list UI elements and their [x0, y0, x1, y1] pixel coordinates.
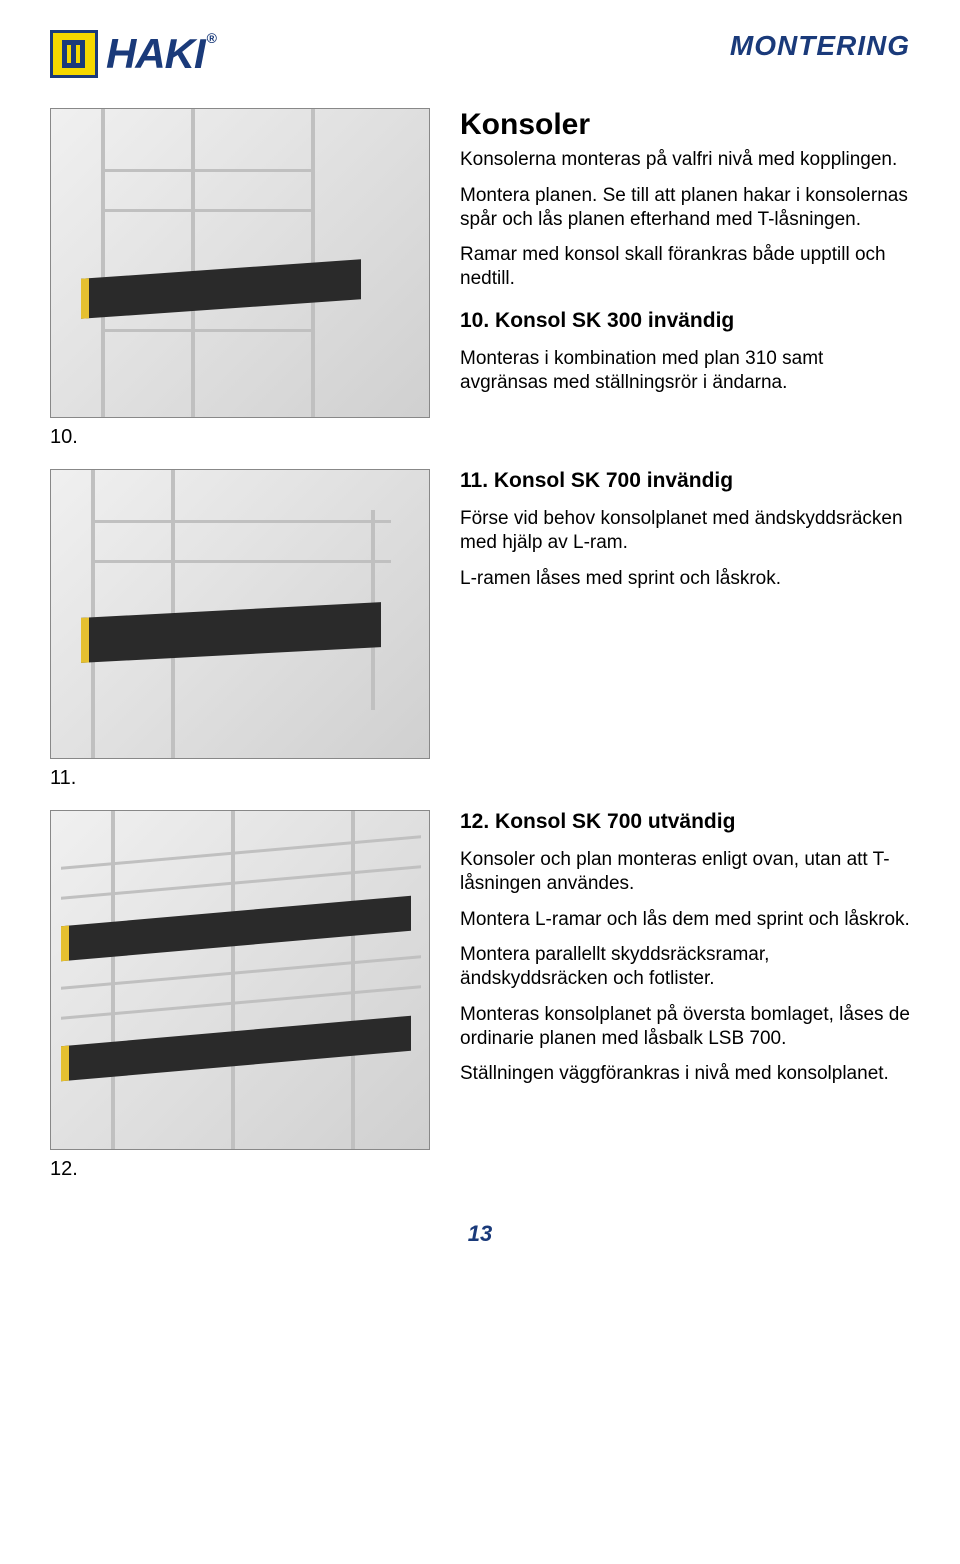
page-section-title: MONTERING	[730, 30, 910, 62]
section1-p3: Ramar med konsol skall förankras både up…	[460, 243, 910, 291]
figure-10-label: 10.	[50, 426, 78, 449]
section3-subheading: 12. Konsol SK 700 utvändig	[460, 810, 910, 834]
section1-p1: Konsolerna monteras på valfri nivå med k…	[460, 148, 910, 172]
section1-p4: Monteras i kombination med plan 310 samt…	[460, 347, 910, 395]
figure-column-12: 12.	[50, 810, 430, 1181]
content-area: 10. Konsoler Konsolerna monteras på valf…	[50, 108, 910, 1201]
page-header: HAKI® MONTERING	[50, 30, 910, 78]
section1-p2: Montera planen. Se till att planen hakar…	[460, 184, 910, 232]
figure-12-label: 12.	[50, 1158, 78, 1181]
section3-p2: Montera L-ramar och lås dem med sprint o…	[460, 908, 910, 932]
registered-mark: ®	[207, 30, 216, 46]
text-column-10: Konsoler Konsolerna monteras på valfri n…	[460, 108, 910, 449]
brand-logo: HAKI®	[50, 30, 216, 78]
section3-p3: Montera parallellt skyddsräcksramar, änd…	[460, 943, 910, 991]
page-number: 13	[50, 1221, 910, 1247]
figure-10-illustration	[50, 108, 430, 418]
section2-p2: L-ramen låses med sprint och låskrok.	[460, 567, 910, 591]
section-10: 10. Konsoler Konsolerna monteras på valf…	[50, 108, 910, 449]
figure-12-illustration	[50, 810, 430, 1150]
section3-p4: Monteras konsolplanet på översta bomlage…	[460, 1003, 910, 1051]
section3-p5: Ställningen väggförankras i nivå med kon…	[460, 1062, 910, 1086]
section-12: 12. 12. Konsol SK 700 utvändig Konsoler …	[50, 810, 910, 1181]
section2-p1: Förse vid behov konsolplanet med ändskyd…	[460, 507, 910, 555]
section2-subheading: 11. Konsol SK 700 invändig	[460, 469, 910, 493]
section1-subheading: 10. Konsol SK 300 invändig	[460, 309, 910, 333]
logo-mark-icon	[50, 30, 98, 78]
section3-p1: Konsoler och plan monteras enligt ovan, …	[460, 848, 910, 896]
section-11: 11. 11. Konsol SK 700 invändig Förse vid…	[50, 469, 910, 790]
figure-11-label: 11.	[50, 767, 76, 790]
text-column-12: 12. Konsol SK 700 utvändig Konsoler och …	[460, 810, 910, 1181]
brand-name: HAKI®	[106, 30, 216, 78]
text-column-11: 11. Konsol SK 700 invändig Förse vid beh…	[460, 469, 910, 790]
konsoler-heading: Konsoler	[460, 108, 910, 142]
figure-column-11: 11.	[50, 469, 430, 790]
figure-11-illustration	[50, 469, 430, 759]
figure-column-10: 10.	[50, 108, 430, 449]
